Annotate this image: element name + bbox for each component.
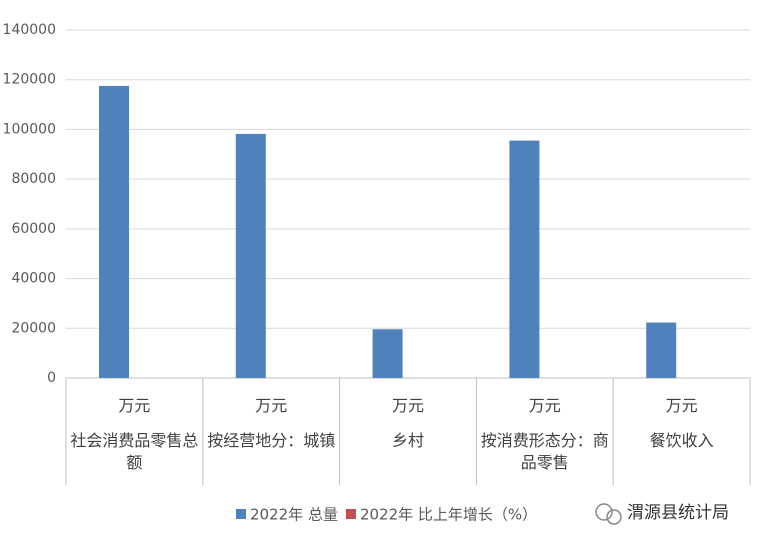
y-tick-label: 40000 [11, 271, 56, 287]
category-label: 社会消费品零售总额 [70, 431, 199, 472]
legend-swatch [236, 509, 246, 519]
bar [372, 329, 403, 378]
category-unit: 万元 [528, 396, 561, 415]
bar [99, 85, 129, 378]
y-tick-label: 0 [47, 370, 56, 386]
y-tick-label: 20000 [11, 320, 56, 336]
y-tick-label: 100000 [3, 121, 56, 137]
watermark: 渭源县统计局 [627, 503, 729, 523]
y-tick-label: 120000 [3, 72, 56, 88]
legend-label: 2022年 比上年增长（%） [360, 506, 537, 524]
bar [509, 140, 540, 378]
y-tick-label: 140000 [3, 22, 56, 38]
watermark-icon [595, 503, 622, 525]
bar [235, 133, 266, 378]
category-unit: 万元 [118, 396, 151, 415]
legend-label: 2022年 总量 [250, 506, 338, 524]
category-label: 餐饮收入 [649, 431, 714, 450]
y-tick-label: 80000 [11, 171, 56, 187]
category-label: 乡村 [391, 431, 424, 450]
category-unit: 万元 [255, 396, 288, 415]
bar [646, 322, 677, 378]
y-tick-label: 60000 [11, 221, 56, 237]
category-label: 按经营地分：城镇 [207, 431, 336, 450]
category-label: 按消费形态分：商品零售 [480, 431, 609, 472]
category-unit: 万元 [391, 396, 424, 415]
category-unit: 万元 [665, 396, 698, 415]
legend-swatch [345, 509, 356, 519]
